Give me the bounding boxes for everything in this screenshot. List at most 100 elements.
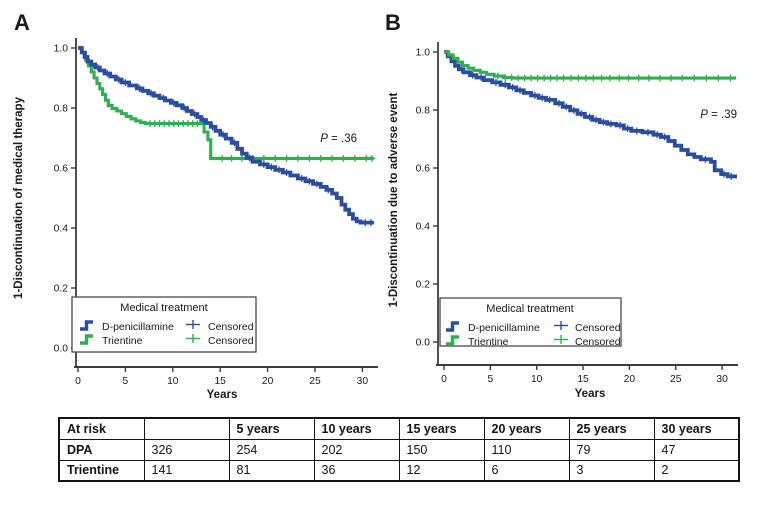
row-label: Trientine — [58, 459, 145, 482]
at-risk-count: 202 — [313, 438, 400, 461]
at-risk-count: 3 — [568, 459, 655, 482]
x-tick-label: 20 — [624, 374, 636, 385]
km-curve-d-penicillamine — [78, 46, 375, 226]
x-tick-label: 15 — [214, 376, 226, 387]
x-tick-label: 10 — [531, 374, 543, 385]
at-risk-count: 79 — [568, 438, 655, 461]
legend-label-censored-blue: Censored — [208, 321, 254, 333]
y-tick-label: 0.2 — [416, 280, 431, 291]
panel-b-legend-symbols — [446, 321, 568, 346]
at-risk-count: 141 — [143, 459, 230, 482]
panel-a-y-axis-title: 1-Discontinuation of medical therapy — [13, 96, 25, 299]
panel-a-legend-title: Medical treatment — [120, 302, 207, 314]
header-cell: 5 years — [228, 417, 315, 440]
x-tick-label: 0 — [441, 374, 447, 385]
header-cell: 25 years — [568, 417, 655, 440]
km-curve-trientine — [78, 46, 376, 162]
step-icon — [80, 334, 93, 345]
censor-marks — [494, 72, 734, 82]
km-plot-panel-b: B 1-Discontinuation due to adverse event… — [385, 10, 738, 400]
y-tick-label: 1.0 — [416, 48, 431, 59]
table-row-trientine: Trientine 141 81 36 12 6 3 2 — [58, 459, 740, 482]
at-risk-count: 2 — [653, 459, 740, 482]
y-tick-label: 1.0 — [54, 44, 69, 55]
y-tick-label: 0.0 — [54, 344, 69, 355]
censor-marks — [146, 120, 376, 162]
at-risk-table-body: DPA 326 254 202 150 110 79 47 Trientine 141 81 36 12… — [58, 438, 740, 482]
panel-b-label: B — [385, 10, 401, 35]
step-icon — [446, 335, 459, 346]
panel-a-legend-box — [71, 296, 257, 353]
panel-b-plot-area: 0.0 0.2 0.4 0.6 0.8 1.0 0 5 10 15 20 25 30 — [416, 42, 738, 385]
at-risk-table: At risk 5 years 10 years 15 years 20 years 25… — [58, 417, 740, 482]
at-risk-count: 110 — [483, 438, 570, 461]
km-curve-trientine — [444, 50, 736, 82]
x-tick-label: 20 — [262, 376, 274, 387]
y-tick-label: 0.8 — [54, 104, 69, 115]
panel-a-x-axis-title: Years — [207, 389, 238, 401]
axes: 0.0 0.2 0.4 0.6 0.8 1.0 0 5 10 15 20 25 30 — [54, 38, 378, 387]
panel-b-legend-box — [439, 297, 622, 347]
header-cell: 20 years — [483, 417, 570, 440]
panel-a-legend-symbols — [80, 320, 200, 345]
y-tick-label: 0.6 — [416, 164, 431, 175]
panel-b-x-axis-title: Years — [575, 388, 606, 400]
km-curve-d-penicillamine — [444, 50, 737, 180]
x-tick-label: 25 — [670, 374, 682, 385]
at-risk-count: 12 — [398, 459, 485, 482]
header-cell — [143, 417, 230, 440]
x-tick-label: 0 — [75, 376, 81, 387]
legend-label-censored-blue: Censored — [575, 322, 621, 334]
panel-a-label: A — [14, 10, 30, 35]
y-tick-label: 0.6 — [54, 164, 69, 175]
legend-label-trientine: Trientine — [468, 336, 509, 348]
km-step-path — [444, 50, 736, 80]
header-cell: 15 years — [398, 417, 485, 440]
legend-label-censored-green: Censored — [575, 336, 621, 348]
km-plot-panel-a: A 1-Discontinuation of medical therapy Y… — [13, 10, 378, 401]
x-tick-label: 30 — [357, 376, 369, 387]
at-risk-table-header: At risk 5 years 10 years 15 years 20 years 25… — [58, 417, 740, 440]
at-risk-count: 47 — [653, 438, 740, 461]
header-cell-at-risk: At risk — [58, 417, 145, 440]
x-tick-label: 5 — [487, 374, 493, 385]
y-tick-label: 0.4 — [54, 224, 69, 235]
x-tick-label: 10 — [167, 376, 179, 387]
row-label: DPA — [58, 438, 145, 461]
at-risk-count: 6 — [483, 459, 570, 482]
at-risk-count: 150 — [398, 438, 485, 461]
header-cell: 30 years — [653, 417, 740, 440]
legend-label-d-penicillamine: D-penicillamine — [102, 321, 174, 333]
panel-b-p-value: P = .39 — [700, 109, 737, 121]
at-risk-count: 36 — [313, 459, 400, 482]
legend-label-trientine: Trientine — [102, 335, 143, 347]
panel-a-plot-area: 0.0 0.2 0.4 0.6 0.8 1.0 0 5 10 15 20 25 30 — [54, 38, 378, 387]
x-tick-label: 25 — [309, 376, 321, 387]
at-risk-count: 254 — [228, 438, 315, 461]
axes: 0.0 0.2 0.4 0.6 0.8 1.0 0 5 10 15 20 25 30 — [416, 42, 738, 385]
panel-a-p-value: P = .36 — [320, 133, 357, 145]
panel-b-legend-title: Medical treatment — [486, 303, 573, 315]
panel-b-y-axis-title: 1-Discontinuation due to adverse event — [388, 92, 400, 307]
censor-marks — [458, 66, 735, 180]
header-cell: 10 years — [313, 417, 400, 440]
table-header-row: At risk 5 years 10 years 15 years 20 years 25… — [58, 417, 740, 440]
at-risk-table-wrap: At risk 5 years 10 years 15 years 20 years 25… — [58, 417, 740, 482]
at-risk-count: 326 — [143, 438, 230, 461]
y-tick-label: 0.2 — [54, 284, 69, 295]
legend-label-censored-green: Censored — [208, 335, 254, 347]
y-tick-label: 0.4 — [416, 222, 431, 233]
y-tick-label: 0.0 — [416, 338, 431, 349]
at-risk-count: 81 — [228, 459, 315, 482]
y-tick-label: 0.8 — [416, 106, 431, 117]
step-icon — [446, 321, 459, 332]
km-step-path — [444, 50, 737, 179]
table-row-dpa: DPA 326 254 202 150 110 79 47 — [58, 438, 740, 461]
censor-marks — [94, 64, 375, 226]
x-tick-label: 15 — [577, 374, 589, 385]
legend-label-d-penicillamine: D-penicillamine — [468, 322, 540, 334]
x-tick-label: 30 — [716, 374, 728, 385]
x-tick-label: 5 — [123, 376, 129, 387]
step-icon — [80, 320, 93, 331]
